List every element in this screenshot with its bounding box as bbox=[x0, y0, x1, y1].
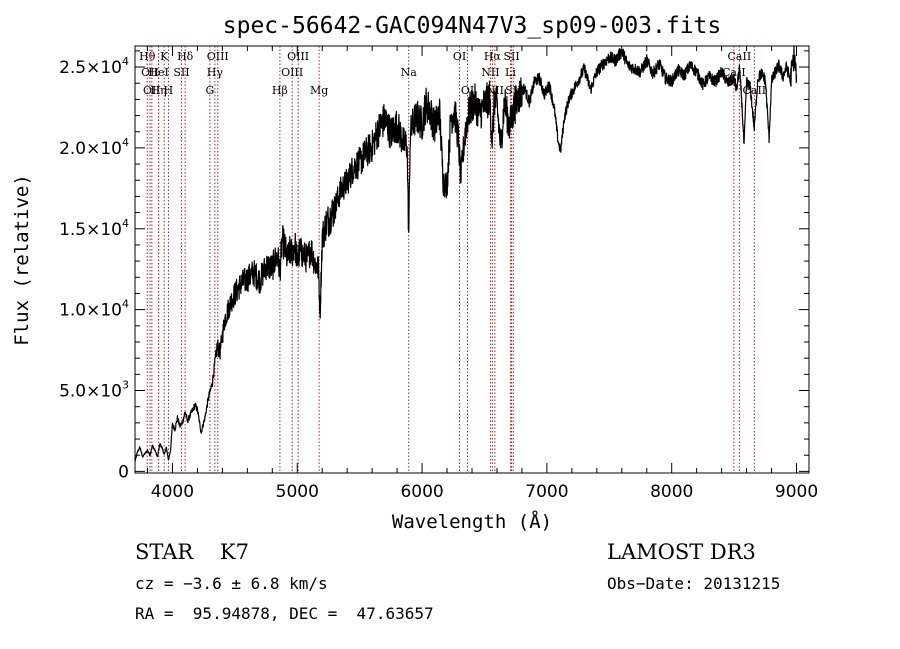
y-axis: 0 5.0×103 1.0×104 1.5×104 2.0×104 2.5×104 bbox=[59, 50, 809, 482]
line-markers: HθOIIOIIHηHeIKHSIIHδGHγOIIIHβOIIIOIIIMgN… bbox=[139, 46, 766, 473]
redshift-readout: cz = −3.6 ± 6.8 km/s bbox=[135, 574, 328, 593]
y-tick-label: 5.0×103 bbox=[59, 379, 129, 402]
line-marker-label: OII bbox=[143, 84, 161, 97]
line-marker-label: Mg bbox=[310, 84, 328, 97]
line-marker-label: Hα bbox=[484, 50, 502, 63]
x-axis-label: Wavelength (Å) bbox=[392, 510, 552, 533]
line-marker-label: Hβ bbox=[272, 84, 288, 97]
x-tick-label: 9000 bbox=[775, 482, 818, 502]
x-axis: 4000 5000 6000 7000 8000 9000 bbox=[146, 46, 818, 502]
line-marker-label: OIII bbox=[287, 50, 309, 63]
line-marker-label: SII bbox=[503, 50, 519, 63]
line-marker-label: NII bbox=[481, 66, 499, 79]
y-tick-label: 2.0×104 bbox=[59, 136, 129, 159]
chart-title: spec-56642-GAC094N47V3_sp09-003.fits bbox=[223, 13, 722, 39]
spectrum-line bbox=[134, 45, 798, 462]
y-axis-label: Flux (relative) bbox=[11, 174, 33, 346]
line-marker-label: CaII bbox=[728, 50, 752, 63]
observation-date: Obs−Date: 20131215 bbox=[607, 574, 781, 593]
x-tick-label: 4000 bbox=[151, 482, 194, 502]
line-marker-label: SII bbox=[173, 66, 189, 79]
y-tick-label: 2.5×104 bbox=[59, 55, 129, 78]
y-tick-label: 1.0×104 bbox=[59, 298, 129, 321]
line-marker-label: Hγ bbox=[207, 66, 224, 79]
coordinates-readout: RA = 95.94878, DEC = 47.63657 bbox=[135, 604, 434, 623]
line-marker-label: OI bbox=[461, 84, 474, 97]
line-marker-label: G bbox=[205, 84, 214, 97]
line-marker-label: Li bbox=[505, 66, 516, 79]
line-marker-label: Hδ bbox=[177, 50, 194, 63]
line-marker-label: HeI bbox=[148, 66, 168, 79]
line-marker-label: OI bbox=[453, 50, 466, 63]
x-tick-label: 5000 bbox=[276, 482, 319, 502]
line-marker-label: Na bbox=[401, 66, 418, 79]
x-tick-label: 6000 bbox=[400, 482, 443, 502]
x-tick-label: 7000 bbox=[525, 482, 568, 502]
line-marker-label: Hθ bbox=[139, 50, 156, 63]
line-marker-label: Hη bbox=[150, 84, 166, 97]
y-tick-label: 0 bbox=[118, 462, 129, 482]
line-marker-label: H bbox=[164, 84, 174, 97]
line-marker-label: OII bbox=[141, 66, 159, 79]
line-marker-label: OIII bbox=[281, 66, 303, 79]
line-marker-label: K bbox=[160, 50, 169, 63]
x-tick-label: 8000 bbox=[650, 482, 693, 502]
object-class: STAR K7 bbox=[135, 540, 249, 564]
y-tick-label: 1.5×104 bbox=[59, 217, 129, 240]
survey-name: LAMOST DR3 bbox=[607, 540, 756, 564]
line-marker-label: OIII bbox=[207, 50, 229, 63]
